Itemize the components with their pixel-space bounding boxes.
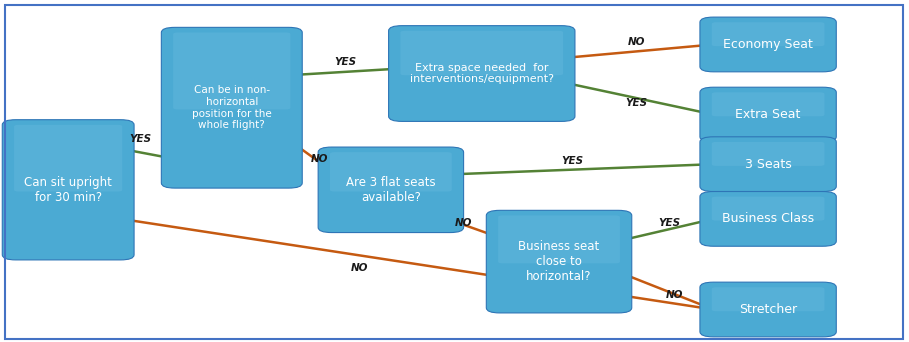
Text: 3 Seats: 3 Seats xyxy=(744,158,792,171)
FancyBboxPatch shape xyxy=(318,147,464,233)
Text: YES: YES xyxy=(625,97,647,108)
FancyBboxPatch shape xyxy=(14,125,122,192)
Text: YES: YES xyxy=(658,218,680,228)
Text: NO: NO xyxy=(665,290,684,300)
Text: NO: NO xyxy=(627,37,645,47)
FancyBboxPatch shape xyxy=(162,27,302,188)
FancyBboxPatch shape xyxy=(700,137,836,192)
FancyBboxPatch shape xyxy=(330,152,452,192)
FancyBboxPatch shape xyxy=(712,142,824,166)
Text: YES: YES xyxy=(130,133,152,144)
FancyBboxPatch shape xyxy=(173,32,291,109)
Text: Business seat
close to
horizontal?: Business seat close to horizontal? xyxy=(518,240,600,283)
FancyBboxPatch shape xyxy=(712,92,824,116)
FancyBboxPatch shape xyxy=(388,26,574,121)
Text: NO: NO xyxy=(311,154,329,164)
FancyBboxPatch shape xyxy=(712,197,824,221)
FancyBboxPatch shape xyxy=(700,282,836,337)
Text: YES: YES xyxy=(335,56,356,67)
FancyBboxPatch shape xyxy=(2,120,135,260)
FancyBboxPatch shape xyxy=(712,22,824,46)
Text: Economy Seat: Economy Seat xyxy=(724,38,813,51)
FancyBboxPatch shape xyxy=(700,87,836,142)
FancyBboxPatch shape xyxy=(700,192,836,246)
Text: YES: YES xyxy=(562,156,584,166)
Text: Business Class: Business Class xyxy=(722,212,814,225)
Text: NO: NO xyxy=(454,218,473,228)
Text: Can sit upright
for 30 min?: Can sit upright for 30 min? xyxy=(25,176,112,204)
FancyBboxPatch shape xyxy=(498,215,620,263)
Text: NO: NO xyxy=(350,263,368,274)
Text: Can be in non-
horizontal
position for the
whole flight?: Can be in non- horizontal position for t… xyxy=(192,86,272,130)
Text: Extra space needed  for
interventions/equipment?: Extra space needed for interventions/equ… xyxy=(410,63,554,84)
FancyBboxPatch shape xyxy=(700,17,836,72)
Text: Stretcher: Stretcher xyxy=(739,303,797,316)
Text: Are 3 flat seats
available?: Are 3 flat seats available? xyxy=(346,176,435,204)
FancyBboxPatch shape xyxy=(486,210,632,313)
FancyBboxPatch shape xyxy=(400,31,563,75)
Text: Extra Seat: Extra Seat xyxy=(735,108,801,121)
FancyBboxPatch shape xyxy=(712,287,824,311)
